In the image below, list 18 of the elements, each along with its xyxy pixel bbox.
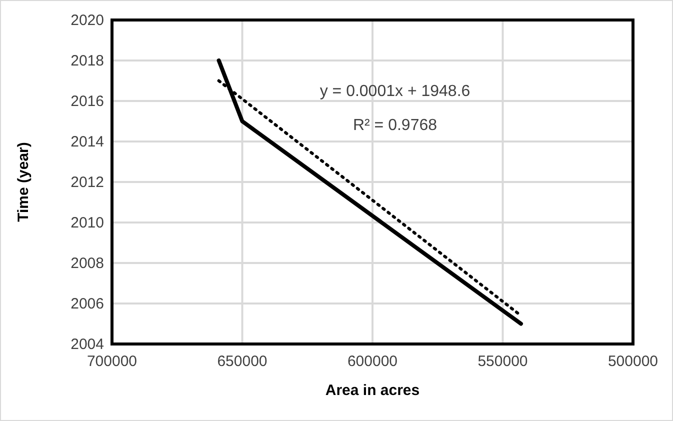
x-tick-label: 550000 — [478, 353, 528, 370]
y-tick-label: 2006 — [70, 296, 104, 312]
y-tick-label: 2020 — [70, 12, 104, 29]
y-axis-title: Time (year) — [15, 142, 32, 222]
y-tick-label: 2008 — [70, 255, 104, 272]
annotation: y = 0.0001x + 1948.6 — [320, 83, 470, 100]
x-tick-label: 600000 — [347, 353, 398, 370]
x-axis-title: Area in acres — [325, 382, 420, 399]
y-tick-label: 2010 — [70, 214, 104, 232]
y-tick-label: 2014 — [70, 134, 104, 150]
annotation: R² = 0.9768 — [352, 117, 438, 134]
y-tick-label: 2012 — [70, 174, 104, 191]
y-tick-label: 2016 — [70, 93, 104, 110]
y-tick-label: 2004 — [70, 336, 104, 353]
y-tick-label: 2018 — [70, 52, 104, 70]
x-tick-label: 500000 — [608, 353, 658, 370]
x-tick-label: 650000 — [217, 353, 268, 370]
x-tick-label: 700000 — [86, 353, 138, 370]
